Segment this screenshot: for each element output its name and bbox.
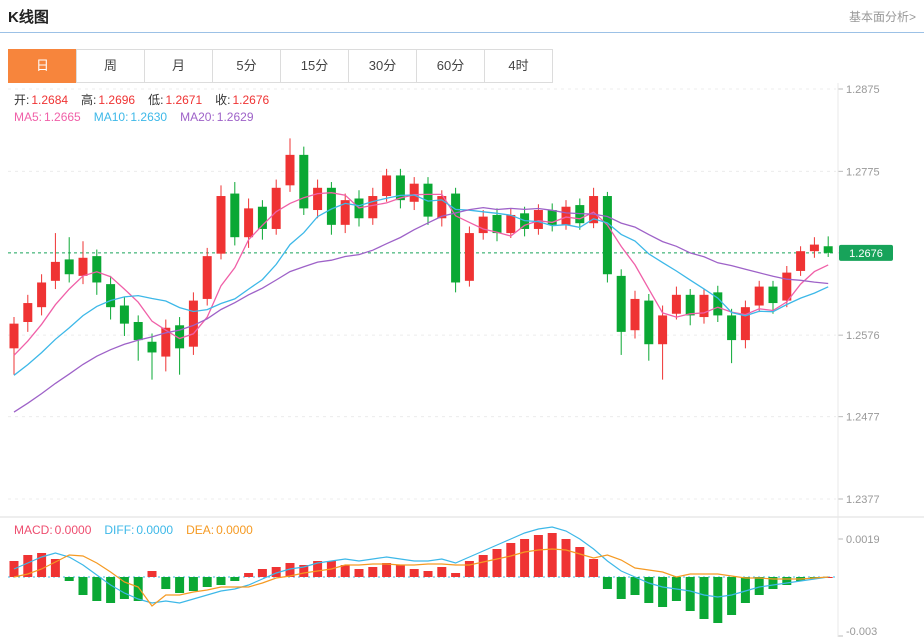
chart-area: 1.2875 1.2775 1.2576 1.2477 1.2377 0.0019 -0.0… [0,83,924,637]
svg-text:1.2775: 1.2775 [846,166,880,178]
svg-text:1.2676: 1.2676 [849,248,883,260]
ma-lines [13,192,829,413]
ma20-line [13,206,829,413]
svg-text:1.2377: 1.2377 [846,494,880,506]
last-price-badge: 1.2676 [839,244,893,261]
price-axis: 1.2875 1.2775 1.2576 1.2477 1.2377 [838,84,880,506]
svg-text:1.2477: 1.2477 [846,412,880,424]
svg-text:1.2576: 1.2576 [846,330,880,342]
tab-日[interactable]: 日 [8,49,77,83]
svg-text:1.2875: 1.2875 [846,84,880,96]
tab-月[interactable]: 月 [144,49,213,83]
fundamental-analysis-link[interactable]: 基本面分析> [848,9,916,24]
tab-5分[interactable]: 5分 [212,49,281,83]
tab-4时[interactable]: 4时 [484,49,553,83]
tab-30分[interactable]: 30分 [348,49,417,83]
svg-text:-0.003: -0.003 [846,626,877,637]
dea-line [13,548,829,607]
tab-周[interactable]: 周 [76,49,145,83]
ma5-line [13,192,829,356]
timeframe-tabs: 日周月 5分 15分 30分 60分 4时 [8,49,924,83]
svg-text:0.0019: 0.0019 [846,534,880,546]
tab-15分[interactable]: 15分 [280,49,349,83]
candlestick-plot [9,138,833,380]
price-gridlines [8,88,836,500]
page-title: K线图 [8,8,49,26]
tab-60分[interactable]: 60分 [416,49,485,83]
header: K线图 基本面分析> [0,0,924,33]
ma10-line [13,194,829,376]
macd-plot: 0.0019 -0.003 [8,526,880,637]
kline-chart[interactable]: 1.2875 1.2775 1.2576 1.2477 1.2377 0.0019 -0.0… [0,83,924,637]
